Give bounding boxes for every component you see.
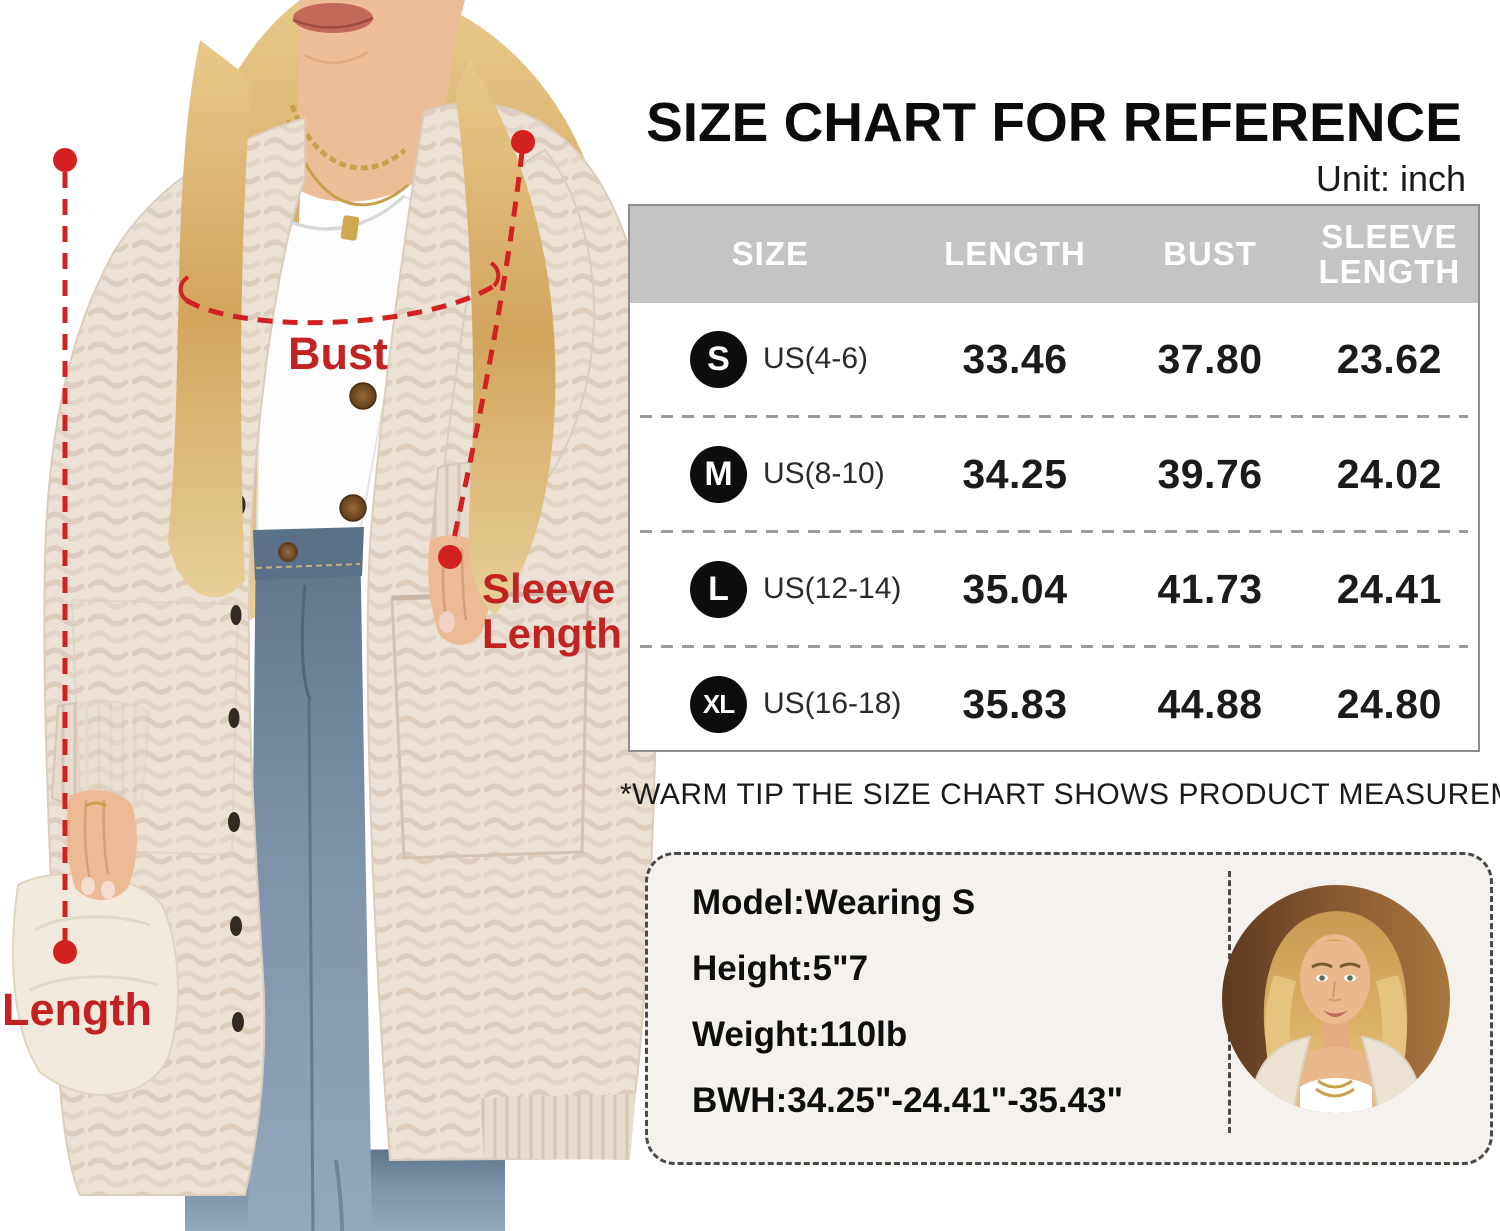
sleeve-value-l: 24.41 [1336,565,1442,612]
size-badge-m: M [690,445,747,503]
row-separator [640,530,1468,533]
column-header-length: LENGTH [944,235,1086,273]
us-size-label-s: US(4-6) [763,342,869,375]
sleeve-top-marker [511,130,535,154]
size-badge-xl: XL [690,675,747,733]
sleeve-value-s: 23.62 [1336,335,1442,382]
length-bottom-marker [53,940,77,964]
sleeve-annotation-line2: Length [482,610,622,658]
model-photo-illustration [12,0,659,1231]
model-bwh-line: BWH:34.25"-24.41"-35.43" [692,1081,1124,1120]
length-top-marker [53,148,77,172]
model-photo: Bust Sleeve Length Length [0,0,660,1231]
table-header-row: SIZE LENGTH BUST SLEEVE LENGTH [630,206,1478,303]
bust-value-m: 39.76 [1157,450,1263,497]
model-headshot-illustration [1222,885,1450,1113]
sleeve-value-m: 24.02 [1336,450,1442,497]
table-row-s: S US(4-6) 33.46 37.80 23.62 [630,303,1478,415]
sleeve-length-annotation: Sleeve Length [482,566,622,657]
column-header-bust: BUST [1163,235,1257,273]
table-row-xl: XL US(16-18) 35.83 44.88 24.80 [630,648,1478,760]
row-separator [640,415,1468,418]
model-info-box: Model:Wearing S Height:5"7 Weight:110lb … [645,852,1493,1165]
model-headshot [1222,885,1450,1113]
size-badge-l: L [690,560,747,618]
model-weight-line: Weight:110lb [692,1015,908,1054]
sleeve-value-xl: 24.80 [1336,680,1442,727]
sleeve-measure-line [449,151,525,549]
length-annotation: Length [2,984,152,1035]
size-chart-table: SIZE LENGTH BUST SLEEVE LENGTH S US(4-6)… [628,204,1480,752]
table-row-l: L US(12-14) 35.04 41.73 24.41 [630,533,1478,645]
warm-tip-note: *WARM TIP THE SIZE CHART SHOWS PRODUCT M… [620,778,1500,811]
length-value-l: 35.04 [962,565,1068,612]
model-wearing-line: Model:Wearing S [692,883,976,922]
length-value-s: 33.46 [962,335,1068,382]
measurement-overlay [53,130,535,964]
row-separator [640,645,1468,648]
sleeve-annotation-line1: Sleeve [482,565,616,612]
bust-annotation: Bust [288,328,388,379]
bust-value-xl: 44.88 [1157,680,1263,727]
page-title: SIZE CHART FOR REFERENCE [646,91,1462,153]
unit-label: Unit: inch [1315,158,1466,199]
sleeve-bottom-marker [438,545,462,569]
size-badge-s: S [690,330,747,388]
us-size-label-xl: US(16-18) [763,687,902,720]
length-value-m: 34.25 [962,450,1068,497]
length-value-xl: 35.83 [962,680,1068,727]
bust-measure-line [184,283,496,326]
us-size-label-m: US(8-10) [763,457,885,490]
model-height-line: Height:5"7 [692,949,869,988]
table-row-m: M US(8-10) 34.25 39.76 24.02 [630,418,1478,530]
column-header-sleeve-length: SLEEVE LENGTH [1318,217,1461,290]
bust-value-s: 37.80 [1157,335,1263,382]
column-header-size: SIZE [731,235,810,273]
bust-value-l: 41.73 [1157,565,1263,612]
us-size-label-l: US(12-14) [763,572,902,605]
